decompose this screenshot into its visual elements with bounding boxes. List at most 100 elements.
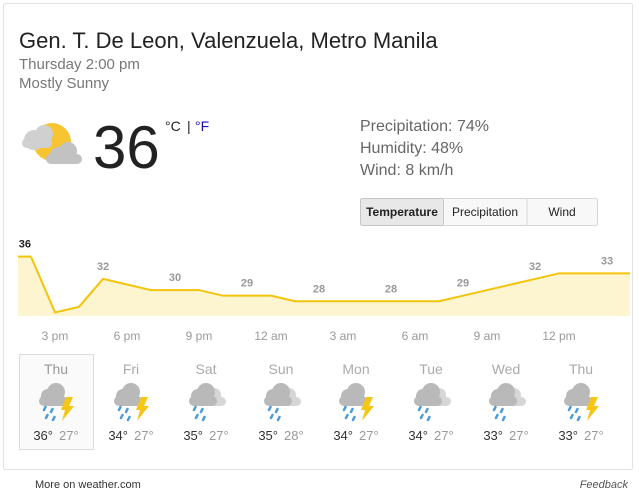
condition: Mostly Sunny (19, 75, 110, 92)
high-temp: 34° (108, 428, 128, 443)
rain-drop (117, 405, 122, 412)
tab[interactable]: Precipitation (452, 205, 518, 219)
rain-drop (119, 413, 124, 420)
lightning (61, 397, 74, 421)
temperature-line (30, 256, 607, 314)
day-name: Sun (269, 361, 294, 377)
high-temp: 34° (408, 428, 428, 443)
unit-celsius: °C (165, 118, 181, 134)
day-name: Fri (123, 361, 139, 377)
rain-drop (51, 415, 56, 422)
more-link[interactable]: More on weather.com (35, 479, 141, 491)
x-tick-label: 12 pm (542, 329, 575, 343)
day-name: Thu (569, 361, 593, 377)
current-icon (22, 123, 82, 164)
value-label: 32 (529, 261, 541, 273)
weather-icon (339, 383, 374, 422)
weather-icon (564, 383, 599, 422)
current-temperature: 36 (93, 114, 160, 181)
rain-drop (192, 405, 197, 412)
x-tick-label: 6 am (402, 329, 429, 343)
rain-drop (574, 407, 579, 414)
low-temp: 27° (209, 428, 229, 443)
rain-drop (426, 415, 431, 422)
rain-drop (576, 415, 581, 422)
value-label: 29 (457, 278, 469, 290)
cloud-part (264, 396, 292, 406)
tab[interactable]: Wind (548, 205, 575, 219)
value-label: 28 (385, 283, 397, 295)
rain-drop (274, 407, 279, 414)
weather-icon (189, 383, 226, 422)
weather-icon (489, 383, 526, 422)
x-tick-label: 12 am (254, 329, 287, 343)
value-label: 30 (169, 272, 181, 284)
high-temp: 35° (183, 428, 203, 443)
rain-drop (344, 413, 349, 420)
cloud-part (489, 396, 517, 406)
high-temp: 33° (483, 428, 503, 443)
rain-drop (199, 407, 204, 414)
low-temp: 27° (359, 428, 379, 443)
rain-drop (267, 405, 272, 412)
day-name: Wed (492, 361, 521, 377)
x-tick-label: 9 pm (186, 329, 213, 343)
rain-drop (351, 415, 356, 422)
weather-icon (114, 383, 149, 422)
day-name: Tue (419, 361, 443, 377)
tab-selected (360, 198, 444, 226)
weather-icon (264, 383, 301, 422)
rain-drop (276, 415, 281, 422)
high-temp: 36° (33, 428, 53, 443)
low-temp: 27° (584, 428, 604, 443)
humidity: Humidity: 48% (360, 140, 463, 157)
low-temp: 28° (284, 428, 304, 443)
day-name: Mon (342, 361, 369, 377)
rain-drop (194, 413, 199, 420)
rain-drop (49, 407, 54, 414)
low-temp: 27° (134, 428, 154, 443)
unit-fahrenheit[interactable]: °F (195, 118, 209, 134)
high-temp: 34° (333, 428, 353, 443)
rain-drop (124, 407, 129, 414)
value-label: 36 (19, 239, 31, 251)
forecast: Thu 36° 27° Fri 34° 27° Sat 35° 27° Sun 35° 28° Mon 3… (19, 354, 604, 450)
feedback-link[interactable]: Feedback (580, 479, 629, 491)
cloud-part (414, 396, 442, 406)
value-label: 33 (601, 255, 613, 267)
location: Gen. T. De Leon, Valenzuela, Metro Manil… (19, 28, 438, 53)
rain-drop (269, 413, 274, 420)
value-label: 28 (313, 283, 325, 295)
value-label: 32 (97, 261, 109, 273)
rain-drop (42, 405, 47, 412)
x-tick-label: 3 pm (42, 329, 69, 343)
chart: 36 32 30 29 28 28 29 32 33 3 pm 6 pm 9 pm 12 am 3 am 6… (18, 239, 630, 343)
weather-icon (414, 383, 451, 422)
cloud-part (189, 396, 217, 406)
rain-drop (342, 405, 347, 412)
rain-drop (492, 405, 497, 412)
cloud-part (39, 396, 67, 406)
lightning (361, 397, 374, 421)
x-tick-label: 9 am (474, 329, 501, 343)
tab[interactable]: Temperature (366, 205, 438, 219)
lightning (136, 397, 149, 421)
area-fill (18, 256, 630, 316)
rain-drop (501, 415, 506, 422)
rain-drop (201, 415, 206, 422)
weather-icon (39, 383, 74, 422)
precipitation: Precipitation: 74% (360, 118, 489, 135)
rain-drop (424, 407, 429, 414)
rain-drop (494, 413, 499, 420)
x-tick-label: 3 am (330, 329, 357, 343)
rain-drop (44, 413, 49, 420)
low-temp: 27° (509, 428, 529, 443)
rain-drop (569, 413, 574, 420)
day-name: Thu (44, 361, 68, 377)
value-label: 29 (241, 278, 253, 290)
cloud-part (564, 396, 592, 406)
high-temp: 35° (258, 428, 278, 443)
day-name: Sat (195, 361, 216, 377)
rain-drop (419, 413, 424, 420)
